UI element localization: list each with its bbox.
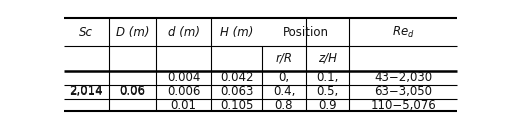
Text: 0.9: 0.9 [318, 99, 337, 111]
Text: Sc: Sc [79, 26, 93, 39]
Text: 0.006: 0.006 [167, 86, 200, 98]
Text: 2,014: 2,014 [69, 86, 103, 98]
Text: z/H: z/H [318, 52, 337, 65]
Text: r/R: r/R [275, 52, 293, 65]
Text: 0.1,: 0.1, [316, 71, 338, 84]
Text: d (m): d (m) [168, 26, 200, 39]
Text: Position: Position [282, 26, 329, 39]
Text: 0.4,: 0.4, [273, 86, 295, 98]
Text: 63−3,050: 63−3,050 [374, 86, 432, 98]
Text: 0.063: 0.063 [220, 86, 253, 98]
Text: 0.06: 0.06 [119, 84, 145, 97]
Text: 0,: 0, [278, 71, 290, 84]
Text: 0.01: 0.01 [171, 99, 197, 111]
Text: 0.8: 0.8 [275, 99, 293, 111]
Text: 2,014: 2,014 [69, 84, 103, 97]
Text: $\mathit{Re}_d$: $\mathit{Re}_d$ [392, 25, 415, 40]
Text: 0.105: 0.105 [220, 99, 253, 111]
Text: D (m): D (m) [116, 26, 149, 39]
Text: 0.5,: 0.5, [316, 86, 338, 98]
Text: 43−2,030: 43−2,030 [374, 71, 432, 84]
Text: 0.042: 0.042 [220, 71, 253, 84]
Text: H (m): H (m) [220, 26, 253, 39]
Text: 110−5,076: 110−5,076 [370, 99, 436, 111]
Text: 0.06: 0.06 [119, 86, 145, 98]
Text: 0.004: 0.004 [167, 71, 200, 84]
